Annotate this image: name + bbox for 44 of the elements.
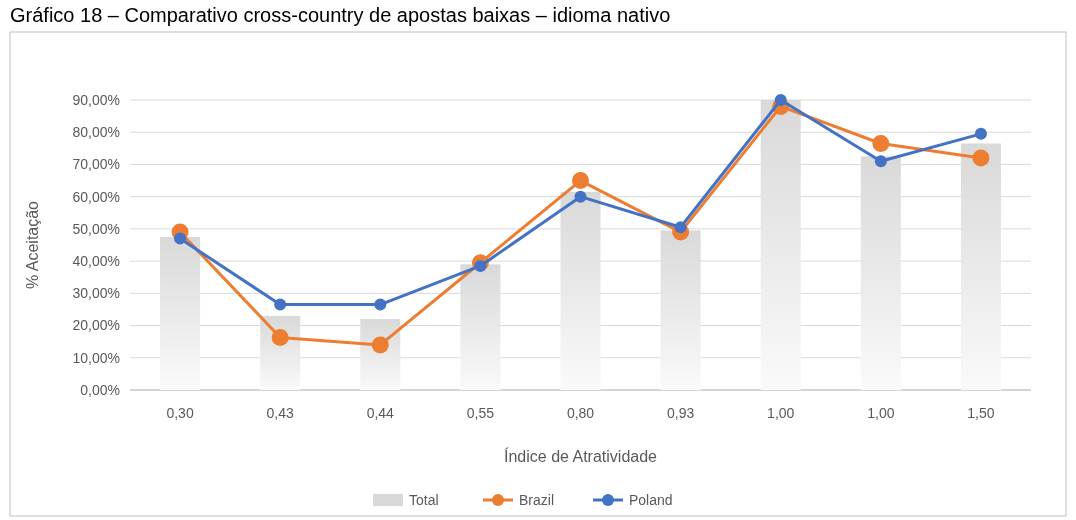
bar bbox=[860, 156, 901, 390]
x-tick-label: 0,55 bbox=[466, 405, 495, 421]
x-tick-label: 0,43 bbox=[266, 405, 294, 421]
bar bbox=[760, 100, 801, 390]
x-tick-label: 1,00 bbox=[767, 405, 795, 421]
y-tick-label: 30,00% bbox=[72, 285, 120, 302]
chart-title: Gráfico 18 – Comparativo cross-country de apostas baixas – idioma nativo bbox=[10, 4, 671, 26]
y-tick-label: 90,00% bbox=[72, 91, 120, 108]
y-tick-label: 70,00% bbox=[72, 156, 120, 173]
y-axis-title: % Aceitação bbox=[24, 200, 41, 290]
point bbox=[874, 155, 887, 168]
y-tick-label: 80,00% bbox=[72, 124, 120, 141]
legend-label: Poland bbox=[629, 491, 673, 508]
y-tick-label: 50,00% bbox=[72, 220, 120, 237]
point bbox=[572, 172, 589, 190]
bar bbox=[560, 191, 601, 390]
point bbox=[774, 94, 787, 106]
bar bbox=[460, 264, 501, 390]
legend-label: Brazil bbox=[519, 491, 555, 508]
x-tick-label: 1,00 bbox=[867, 405, 895, 421]
point bbox=[872, 135, 890, 152]
x-tick-label: 0,30 bbox=[166, 405, 194, 421]
x-axis-title: Índice de Atratividade bbox=[504, 447, 658, 465]
y-tick-label: 60,00% bbox=[72, 188, 120, 205]
point bbox=[972, 149, 990, 167]
bar bbox=[960, 143, 1001, 390]
x-tick-label: 1,50 bbox=[967, 405, 995, 421]
point bbox=[274, 298, 287, 311]
point bbox=[271, 328, 289, 346]
y-tick-label: 40,00% bbox=[72, 253, 120, 270]
bar bbox=[660, 230, 701, 390]
point bbox=[374, 298, 387, 311]
point bbox=[371, 336, 389, 354]
x-tick-label: 0,93 bbox=[666, 405, 695, 421]
point bbox=[574, 190, 587, 203]
y-tick-label: 0,00% bbox=[80, 381, 120, 398]
point bbox=[174, 232, 187, 245]
point bbox=[974, 127, 987, 140]
y-tick-label: 20,00% bbox=[72, 317, 120, 334]
x-tick-label: 0,80 bbox=[566, 405, 595, 421]
bar bbox=[160, 236, 201, 390]
y-tick-label: 10,00% bbox=[72, 349, 120, 366]
legend-label: Total bbox=[409, 491, 439, 508]
x-tick-label: 0,44 bbox=[366, 405, 395, 421]
